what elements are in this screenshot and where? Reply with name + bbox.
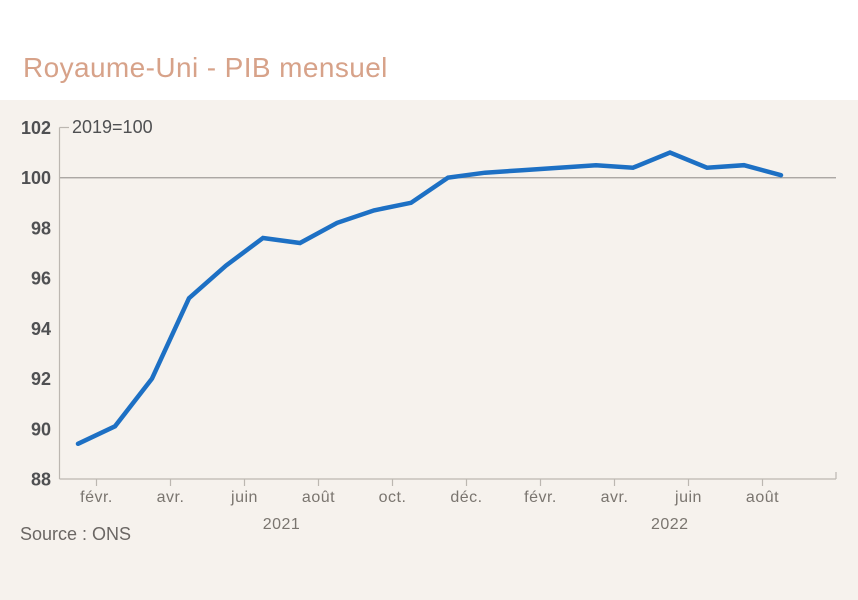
chart-title: Royaume-Uni - PIB mensuel — [23, 52, 388, 83]
x-tick-label: août — [302, 489, 335, 506]
x-tick-label: avr. — [601, 489, 629, 506]
gdp-line — [75, 150, 784, 447]
x-tick-label: févr. — [80, 489, 113, 506]
y-axis-label-88: 88 — [31, 470, 51, 490]
x-tick-label: oct. — [379, 489, 407, 506]
y-axis-label-92: 92 — [31, 369, 51, 389]
y-axis-label-96: 96 — [31, 269, 51, 289]
source-label: Source : ONS — [20, 524, 132, 544]
year-label-2022: 2022 — [651, 516, 689, 533]
y-axis-label-94: 94 — [31, 319, 51, 339]
x-tick-label: avr. — [157, 489, 185, 506]
x-tick-label: juin — [230, 489, 258, 506]
x-tick-label: juin — [674, 489, 702, 506]
x-tick-label: févr. — [524, 489, 557, 506]
chart-panel-background — [0, 100, 858, 600]
y-axis-label-102: 102 — [21, 118, 51, 138]
x-tick-label: août — [746, 489, 779, 506]
index-base-note: 2019=100 — [72, 117, 153, 137]
year-label-2021: 2021 — [263, 516, 301, 533]
y-axis-label-98: 98 — [31, 218, 51, 238]
x-tick-label: déc. — [450, 489, 482, 506]
y-axis-label-100: 100 — [21, 168, 51, 188]
y-axis-label-90: 90 — [31, 419, 51, 439]
